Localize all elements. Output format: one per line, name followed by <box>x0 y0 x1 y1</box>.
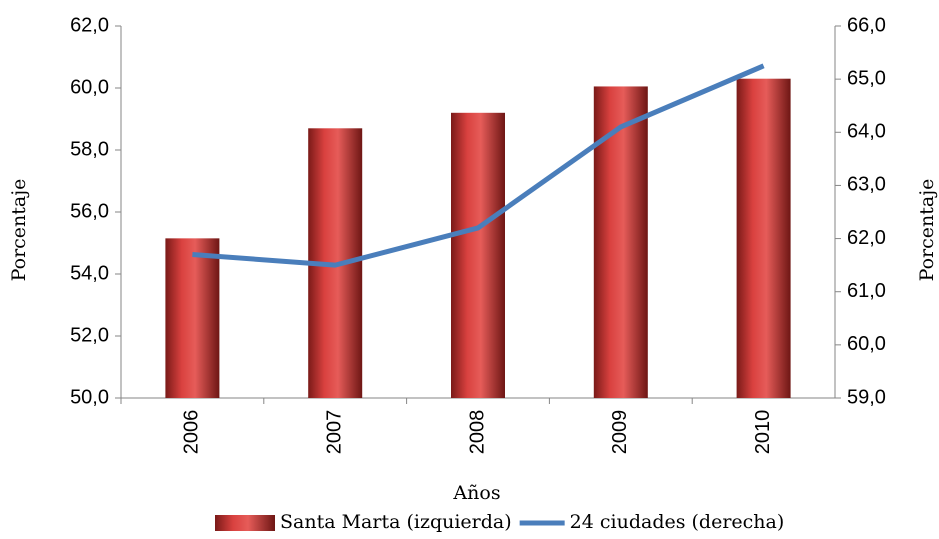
legend-label: 24 ciudades (derecha) <box>570 511 785 533</box>
y-axis-title: Porcentaje <box>8 179 30 282</box>
y-tick-label: 62,0 <box>70 14 109 36</box>
line <box>192 63 765 268</box>
y2-tick-label: 65,0 <box>847 67 886 89</box>
y2-tick-label: 66,0 <box>847 14 886 36</box>
y2-tick-label: 64,0 <box>847 121 886 143</box>
y2-tick-label: 59,0 <box>847 386 886 408</box>
x-axis-title: Años <box>452 482 500 504</box>
y2-axis-title: Porcentaje <box>916 179 938 282</box>
y-tick-label: 58,0 <box>70 138 109 160</box>
y-tick-label: 52,0 <box>70 324 109 346</box>
y-tick-label: 54,0 <box>70 262 109 284</box>
y2-tick-label: 60,0 <box>847 333 886 355</box>
legend-label: Santa Marta (izquierda) <box>280 511 512 533</box>
x-tick-label: 2010 <box>752 410 774 455</box>
y2-tick-label: 61,0 <box>847 280 886 302</box>
y2-tick-label: 63,0 <box>847 174 886 196</box>
bar <box>165 238 220 398</box>
y2-tick-label: 62,0 <box>847 227 886 249</box>
legend-swatch <box>215 515 275 531</box>
x-tick-label: 2008 <box>466 410 488 455</box>
y-tick-label: 56,0 <box>70 200 109 222</box>
x-tick-label: 2006 <box>181 410 203 455</box>
x-tick-label: 2007 <box>323 410 345 455</box>
bar <box>593 86 648 398</box>
y-tick-label: 60,0 <box>70 76 109 98</box>
bar <box>736 78 791 398</box>
x-tick-label: 2009 <box>609 410 631 455</box>
bar <box>451 112 505 399</box>
y-tick-label: 50,0 <box>70 386 109 408</box>
